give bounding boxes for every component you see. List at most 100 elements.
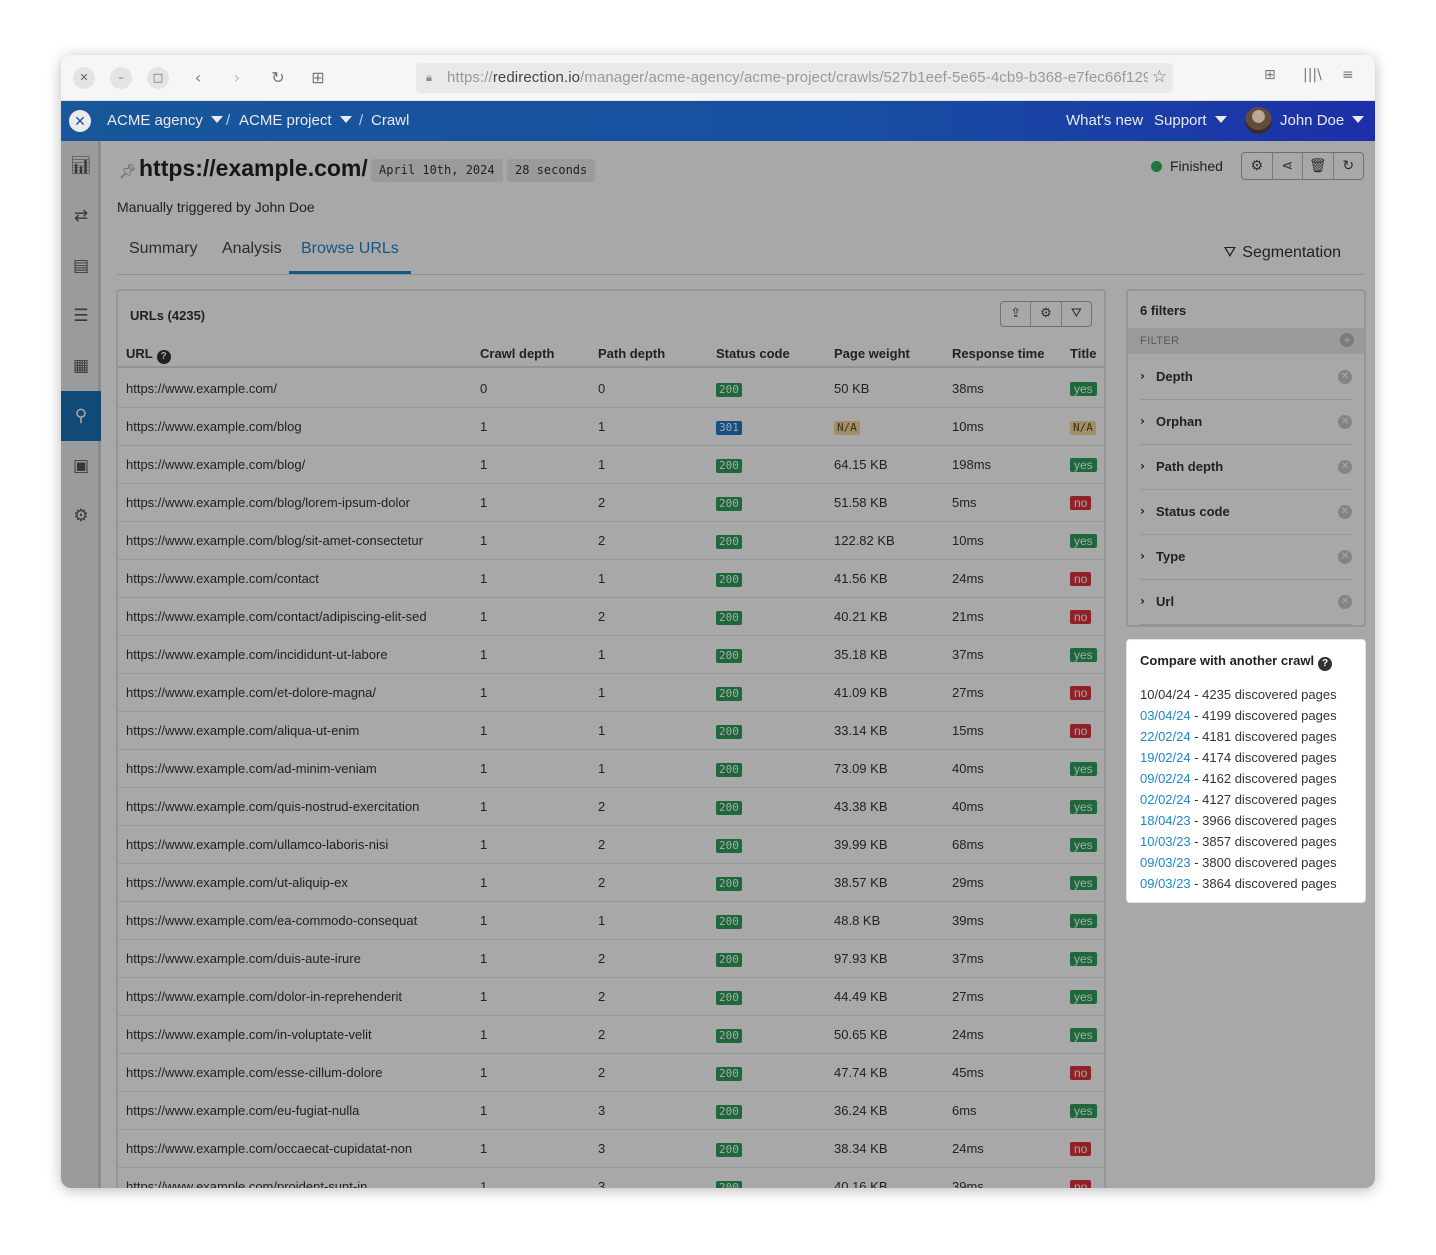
- url-cell[interactable]: https://www.example.com/dolor-in-reprehe…: [126, 989, 403, 1004]
- remove-filter-icon[interactable]: ✕: [1338, 505, 1352, 519]
- table-row[interactable]: https://www.example.com/contact/adipisci…: [118, 598, 1104, 636]
- table-row[interactable]: https://www.example.com/aliqua-ut-enim 1 1…: [118, 712, 1104, 750]
- export-icon[interactable]: ⇪: [1001, 302, 1032, 326]
- url-cell[interactable]: https://www.example.com/esse-cillum-dolo…: [126, 1065, 383, 1080]
- table-row[interactable]: https://www.example.com/ullamco-laboris-…: [118, 826, 1104, 864]
- org-selector[interactable]: ACME agency: [107, 112, 223, 129]
- address-bar[interactable]: 🔒︎ https://redirection.io/manager/acme-a…: [416, 63, 1173, 93]
- project-selector[interactable]: ACME project: [239, 112, 352, 129]
- filter-item[interactable]: › Path depth ✕: [1140, 445, 1352, 490]
- column-header-status-code[interactable]: Status code: [716, 346, 790, 361]
- column-header-url[interactable]: URL?: [126, 346, 171, 364]
- compare-date[interactable]: 03/04/24: [1140, 708, 1191, 723]
- table-row[interactable]: https://www.example.com/dolor-in-reprehe…: [118, 978, 1104, 1016]
- server-icon[interactable]: ▦: [72, 356, 90, 376]
- table-row[interactable]: https://www.example.com/ut-aliquip-ex 1 2 2…: [118, 864, 1104, 902]
- url-cell[interactable]: https://www.example.com/contact: [126, 571, 319, 586]
- url-cell[interactable]: https://www.example.com/in-voluptate-vel…: [126, 1027, 372, 1042]
- refresh-icon[interactable]: ↻: [1342, 158, 1355, 174]
- compare-date[interactable]: 09/03/23: [1140, 876, 1191, 891]
- compare-entry[interactable]: 10/03/23 - 3857 discovered pages: [1140, 834, 1337, 849]
- compare-entry[interactable]: 18/04/23 - 3966 discovered pages: [1140, 813, 1337, 828]
- compare-date[interactable]: 18/04/23: [1140, 813, 1191, 828]
- pin-icon[interactable]: 📌︎: [119, 163, 137, 179]
- filter-item[interactable]: › Status code ✕: [1140, 490, 1352, 535]
- table-row[interactable]: https://www.example.com/quis-nostrud-exe…: [118, 788, 1104, 826]
- minimize-window-icon[interactable]: –: [110, 67, 132, 89]
- maximize-window-icon[interactable]: □: [147, 67, 169, 89]
- compare-entry[interactable]: 03/04/24 - 4199 discovered pages: [1140, 708, 1337, 723]
- column-header-page-weight[interactable]: Page weight: [834, 346, 910, 361]
- close-window-icon[interactable]: ✕: [73, 67, 95, 89]
- table-row[interactable]: https://www.example.com/blog/lorem-ipsum…: [118, 484, 1104, 522]
- compare-date[interactable]: 09/03/23: [1140, 855, 1191, 870]
- url-cell[interactable]: https://www.example.com/: [126, 381, 277, 396]
- url-cell[interactable]: https://www.example.com/blog/: [126, 457, 306, 472]
- table-row[interactable]: https://www.example.com/eu-fugiat-nulla 1…: [118, 1092, 1104, 1130]
- add-filter-icon[interactable]: +: [1340, 333, 1354, 347]
- compare-entry[interactable]: 22/02/24 - 4181 discovered pages: [1140, 729, 1337, 744]
- remove-filter-icon[interactable]: ✕: [1338, 370, 1352, 384]
- segmentation-button[interactable]: ⛛ Segmentation: [1224, 243, 1341, 262]
- url-cell[interactable]: https://www.example.com/aliqua-ut-enim: [126, 723, 360, 738]
- url-cell[interactable]: https://www.example.com/eu-fugiat-nulla: [126, 1103, 360, 1118]
- url-cell[interactable]: https://www.example.com/blog/sit-amet-co…: [126, 533, 423, 548]
- extensions-icon[interactable]: ⊞: [1264, 67, 1276, 83]
- avatar[interactable]: [1245, 107, 1272, 134]
- back-icon[interactable]: ‹: [194, 68, 202, 87]
- crawler-icon[interactable]: ⚲: [61, 391, 101, 441]
- remove-filter-icon[interactable]: ✕: [1338, 415, 1352, 429]
- url-cell[interactable]: https://www.example.com/incididunt-ut-la…: [126, 647, 388, 662]
- compare-entry[interactable]: 02/02/24 - 4127 discovered pages: [1140, 792, 1337, 807]
- table-row[interactable]: https://www.example.com/blog/1 1 200 64.15 …: [118, 446, 1104, 484]
- compare-entry[interactable]: 09/03/23 - 3864 discovered pages: [1140, 876, 1337, 891]
- filter-icon[interactable]: ⛛: [1070, 306, 1082, 321]
- url-cell[interactable]: https://www.example.com/occaecat-cupidat…: [126, 1141, 413, 1156]
- filter-item[interactable]: › Url ✕: [1140, 580, 1352, 625]
- url-cell[interactable]: https://www.example.com/ullamco-laboris-…: [126, 837, 389, 852]
- help-icon[interactable]: ?: [156, 350, 171, 364]
- filter-item[interactable]: › Type ✕: [1140, 535, 1352, 580]
- url-cell[interactable]: https://www.example.com/proident-sunt-in: [126, 1179, 368, 1188]
- column-header-crawl-depth[interactable]: Crawl depth: [480, 346, 555, 361]
- table-row[interactable]: https://www.example.com/blog 1 1 301 N/A 10ms…: [118, 408, 1104, 446]
- bookmark-star-icon[interactable]: ☆: [1147, 67, 1167, 87]
- url-cell[interactable]: https://www.example.com/contact/adipisci…: [126, 609, 427, 624]
- settings-gear-icon[interactable]: ⚙: [1242, 153, 1273, 179]
- column-header-response-time[interactable]: Response time: [952, 346, 1045, 361]
- compare-date[interactable]: 22/02/24: [1140, 729, 1191, 744]
- url-cell[interactable]: https://www.example.com/blog: [126, 419, 302, 434]
- forward-icon[interactable]: ›: [233, 68, 241, 87]
- remove-filter-icon[interactable]: ✕: [1338, 595, 1352, 609]
- trash-icon[interactable]: 🗑︎: [1303, 153, 1334, 179]
- breadcrumb-crawl[interactable]: Crawl: [371, 112, 410, 129]
- stats-icon[interactable]: 📊︎: [70, 156, 92, 176]
- table-row[interactable]: https://www.example.com/ad-minim-veniam 1…: [118, 750, 1104, 788]
- table-row[interactable]: https://www.example.com/duis-aute-irure 1…: [118, 940, 1104, 978]
- compare-date[interactable]: 10/03/23: [1140, 834, 1191, 849]
- settings-icon[interactable]: ⚙: [73, 506, 89, 526]
- share-icon[interactable]: ⋖: [1273, 153, 1303, 179]
- table-row[interactable]: https://www.example.com/ea-commodo-conse…: [118, 902, 1104, 940]
- filter-item[interactable]: › Orphan ✕: [1140, 400, 1352, 445]
- url-cell[interactable]: https://www.example.com/duis-aute-irure: [126, 951, 361, 966]
- url-cell[interactable]: https://www.example.com/et-dolore-magna/: [126, 685, 376, 700]
- tab-summary[interactable]: Summary: [129, 240, 198, 257]
- table-row[interactable]: https://www.example.com/proident-sunt-in…: [118, 1168, 1104, 1188]
- reload-icon[interactable]: ↻: [271, 68, 285, 87]
- url-cell[interactable]: https://www.example.com/ut-aliquip-ex: [126, 875, 348, 890]
- compare-date[interactable]: 02/02/24: [1140, 792, 1191, 807]
- tab-browse-urls[interactable]: Browse URLs: [289, 233, 411, 274]
- url-cell[interactable]: https://www.example.com/quis-nostrud-exe…: [126, 799, 420, 814]
- table-row[interactable]: https://www.example.com/0 0 200 50 KB 38ms ye…: [118, 370, 1104, 408]
- document-icon[interactable]: ▤: [72, 256, 90, 276]
- menu-icon[interactable]: ≡: [1342, 67, 1354, 83]
- compare-entry[interactable]: 19/02/24 - 4174 discovered pages: [1140, 750, 1337, 765]
- url-cell[interactable]: https://www.example.com/blog/lorem-ipsum…: [126, 495, 410, 510]
- table-row[interactable]: https://www.example.com/incididunt-ut-la…: [118, 636, 1104, 674]
- remove-filter-icon[interactable]: ✕: [1338, 460, 1352, 474]
- redirection-logo-icon[interactable]: ✕: [69, 110, 91, 132]
- tab-analysis[interactable]: Analysis: [222, 240, 282, 257]
- table-row[interactable]: https://www.example.com/contact 1 1 200 41.5…: [118, 560, 1104, 598]
- table-row[interactable]: https://www.example.com/occaecat-cupidat…: [118, 1130, 1104, 1168]
